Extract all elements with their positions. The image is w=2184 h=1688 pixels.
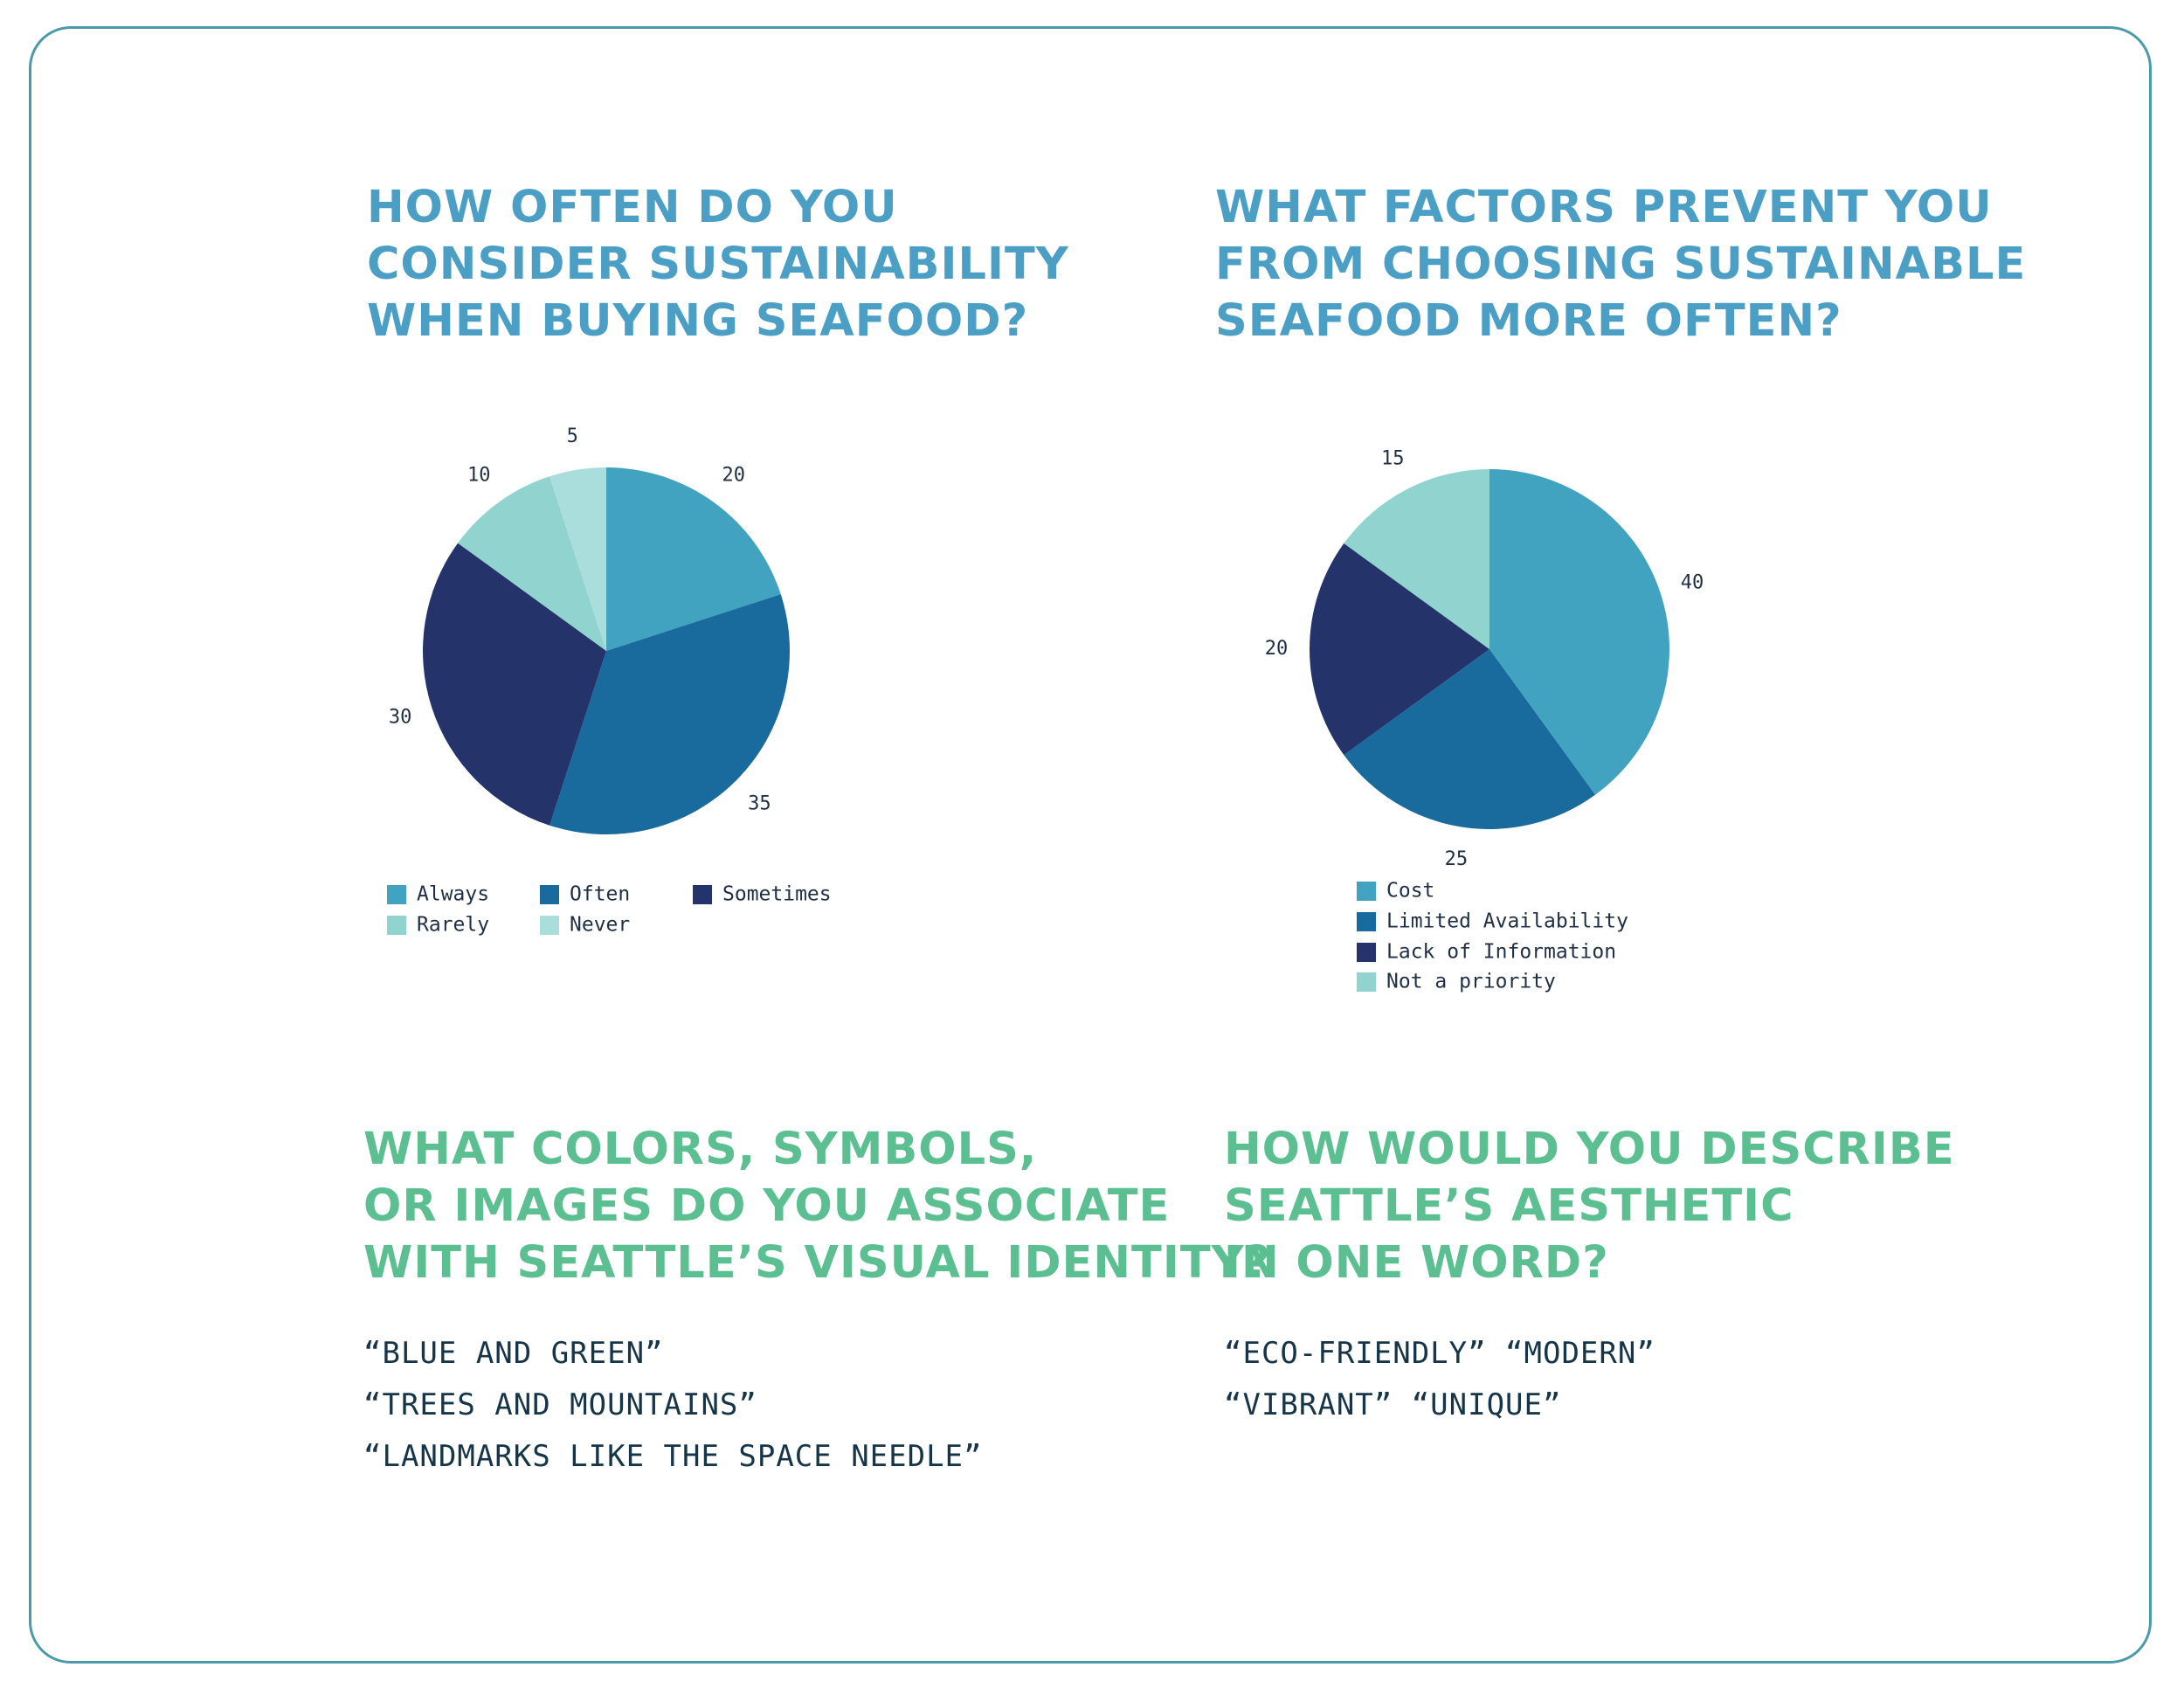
legend-label: Lack of Information xyxy=(1386,940,1617,964)
legend-item-limited-availability: Limited Availability xyxy=(1357,910,1628,933)
pie-value-label: 25 xyxy=(1445,848,1469,870)
question-line: when buying seafood? xyxy=(367,295,1029,347)
answers-visual-identity: “BLUE AND GREEN” “TREES AND MOUNTAINS” “… xyxy=(363,1328,983,1483)
question-aesthetic-word: How would you describe Seattle’s aesthet… xyxy=(1224,1121,1955,1291)
question-visual-identity: What colors, symbols, or images do you a… xyxy=(363,1121,1271,1291)
answer-quote: “ECO-FRIENDLY” “MODERN” xyxy=(1224,1336,1655,1371)
legend-swatch xyxy=(693,884,712,904)
question-line: How often do you xyxy=(367,182,898,233)
legend-swatch xyxy=(1357,972,1376,992)
legend-swatch xyxy=(1357,942,1376,962)
question-sustainability-frequency: How often do you consider sustainability… xyxy=(367,179,1069,349)
pie-value-label: 20 xyxy=(722,464,746,486)
legend-item-never: Never xyxy=(540,913,631,937)
question-line: seafood more often? xyxy=(1215,295,1842,347)
legend-item-lack-of-information: Lack of Information xyxy=(1357,940,1617,964)
question-line: in one word? xyxy=(1224,1237,1609,1289)
legend-swatch xyxy=(1357,911,1376,931)
legend-swatch xyxy=(540,884,559,904)
legend-label: Never xyxy=(570,913,631,937)
pie-value-label: 15 xyxy=(1381,448,1405,470)
pie-slice-not-a-priority xyxy=(1344,469,1489,649)
legend-item-rarely: Rarely xyxy=(387,913,490,937)
legend-label: Often xyxy=(570,882,631,906)
legend-label: Rarely xyxy=(417,913,490,937)
answer-quote: “VIBRANT” “UNIQUE” xyxy=(1224,1387,1562,1422)
question-line: consider sustainability xyxy=(367,239,1069,290)
answer-quote: “BLUE AND GREEN” xyxy=(363,1336,664,1371)
legend-swatch xyxy=(387,915,406,935)
legend-label: Limited Availability xyxy=(1386,910,1628,933)
question-line: How would you describe xyxy=(1224,1124,1955,1175)
legend-label: Cost xyxy=(1386,879,1435,903)
answer-quote: “LANDMARKS LIKE THE SPACE NEEDLE” xyxy=(363,1439,983,1474)
pie-slice-often xyxy=(549,594,790,835)
legend-label: Not a priority xyxy=(1386,970,1556,993)
legend-item-always: Always xyxy=(387,882,490,906)
pie-slice-never xyxy=(549,467,606,651)
question-line: Seattle’s aesthetic xyxy=(1224,1180,1794,1232)
pie-value-label: 5 xyxy=(567,425,578,447)
question-line: with Seattle’s visual identity? xyxy=(363,1237,1272,1289)
pie-slice-sometimes xyxy=(423,543,606,826)
pie-slice-always xyxy=(606,467,781,651)
card-frame xyxy=(29,26,2152,1664)
pie-slice-lack-of-information xyxy=(1310,543,1489,756)
question-line: or images do you associate xyxy=(363,1180,1171,1232)
legend-swatch xyxy=(387,884,406,904)
legend-label: Sometimes xyxy=(722,882,832,906)
legend-swatch xyxy=(1357,881,1376,901)
legend-item-often: Often xyxy=(540,882,631,906)
question-line: from choosing sustainable xyxy=(1215,239,2027,290)
question-line: What colors, symbols, xyxy=(363,1124,1038,1175)
legend-item-sometimes: Sometimes xyxy=(693,882,832,906)
pie-value-label: 40 xyxy=(1681,572,1704,594)
pie-value-label: 35 xyxy=(748,792,771,814)
question-prevention-factors: What factors prevent you from choosing s… xyxy=(1215,179,2026,349)
pie-slice-rarely xyxy=(458,476,606,651)
legend-item-not-a-priority: Not a priority xyxy=(1357,970,1556,993)
legend-item-cost: Cost xyxy=(1357,879,1435,903)
pie-value-label: 20 xyxy=(1265,638,1289,660)
question-line: What factors prevent you xyxy=(1215,182,1993,233)
legend-swatch xyxy=(540,915,559,935)
pie-slice-cost xyxy=(1489,469,1669,795)
answer-quote: “TREES AND MOUNTAINS” xyxy=(363,1387,757,1422)
pie-value-label: 10 xyxy=(467,464,491,486)
answers-aesthetic: “ECO-FRIENDLY” “MODERN” “VIBRANT” “UNIQU… xyxy=(1224,1328,1655,1431)
pie-slice-limited-availability xyxy=(1344,649,1596,829)
pie-value-label: 30 xyxy=(389,707,412,729)
legend-label: Always xyxy=(417,882,490,906)
